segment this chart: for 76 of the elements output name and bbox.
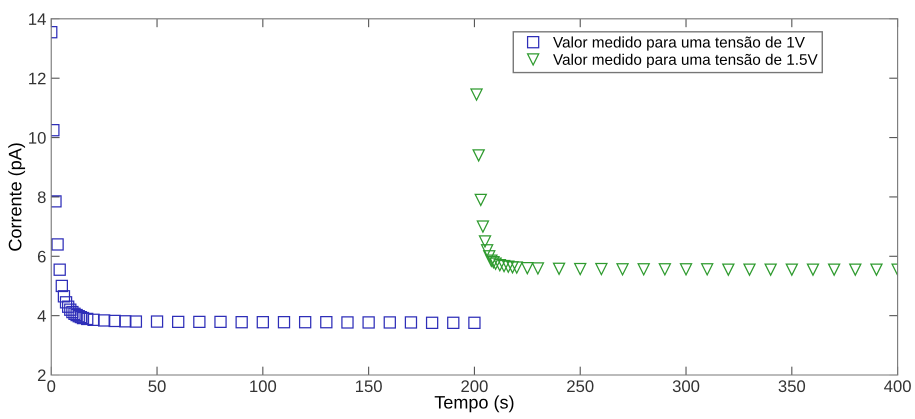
- point: [447, 316, 460, 329]
- point: [552, 262, 566, 275]
- point: [172, 316, 184, 328]
- point: [468, 316, 481, 329]
- point: [341, 316, 354, 329]
- point: [595, 262, 608, 276]
- point: [764, 263, 777, 276]
- y-tick-label: 6: [38, 250, 46, 262]
- point: [616, 263, 629, 276]
- point: [64, 304, 76, 316]
- point: [510, 261, 523, 274]
- point: [494, 259, 506, 272]
- x-tick-label: 400: [884, 380, 911, 392]
- point: [51, 238, 64, 251]
- point: [743, 263, 756, 276]
- point: [701, 263, 714, 276]
- x-tick-label: 300: [672, 380, 700, 392]
- point: [214, 316, 227, 328]
- point: [56, 280, 68, 292]
- x-tick-label: 200: [461, 380, 488, 392]
- point: [806, 263, 820, 276]
- point: [521, 262, 534, 274]
- point: [81, 312, 94, 326]
- point: [574, 262, 586, 276]
- point: [98, 314, 110, 327]
- point: [474, 194, 487, 206]
- point: [193, 316, 206, 328]
- point: [478, 235, 492, 248]
- x-tick-label: 100: [250, 380, 276, 392]
- point: [828, 263, 840, 276]
- point: [870, 263, 883, 276]
- point: [480, 244, 494, 257]
- point: [60, 296, 72, 308]
- point: [849, 263, 862, 276]
- point: [680, 263, 692, 276]
- point: [130, 315, 142, 328]
- point: [476, 220, 490, 233]
- y-tick-label: 8: [38, 191, 46, 204]
- y-tick-label: 10: [29, 132, 46, 144]
- x-tick-label: 250: [567, 380, 594, 392]
- point: [786, 263, 798, 276]
- point: [320, 316, 332, 328]
- point: [638, 263, 650, 276]
- y-tick-label: 2: [38, 369, 46, 382]
- point: [235, 316, 248, 328]
- point: [498, 260, 510, 272]
- x-axis-title: Tempo (s): [434, 395, 514, 412]
- point: [472, 149, 485, 162]
- point: [506, 261, 519, 274]
- point: [426, 316, 438, 329]
- point: [119, 315, 132, 328]
- point: [384, 316, 396, 329]
- point: [150, 315, 164, 328]
- x-tick-label: 50: [148, 380, 166, 392]
- point: [658, 263, 672, 276]
- point: [108, 314, 121, 328]
- y-axis-title: Corrente (pA): [8, 143, 26, 251]
- point: [278, 316, 290, 328]
- y-tick-label: 12: [29, 72, 46, 84]
- x-tick-label: 150: [356, 380, 382, 392]
- point: [532, 262, 544, 275]
- point: [404, 316, 418, 329]
- point: [298, 316, 312, 328]
- legend-label: Valor medido para uma tensão de 1.5V: [553, 54, 818, 68]
- point: [58, 290, 70, 303]
- x-tick-label: 350: [778, 380, 806, 392]
- legend-label: Valor medido para uma tensão de 1V: [553, 36, 805, 51]
- point: [362, 316, 375, 329]
- point: [722, 263, 735, 276]
- y-tick-label: 4: [37, 310, 46, 322]
- y-tick-label: 14: [29, 13, 46, 25]
- point: [502, 260, 514, 273]
- x-tick-label: 0: [47, 380, 56, 392]
- point: [256, 316, 270, 328]
- point: [470, 88, 483, 101]
- point: [54, 263, 66, 276]
